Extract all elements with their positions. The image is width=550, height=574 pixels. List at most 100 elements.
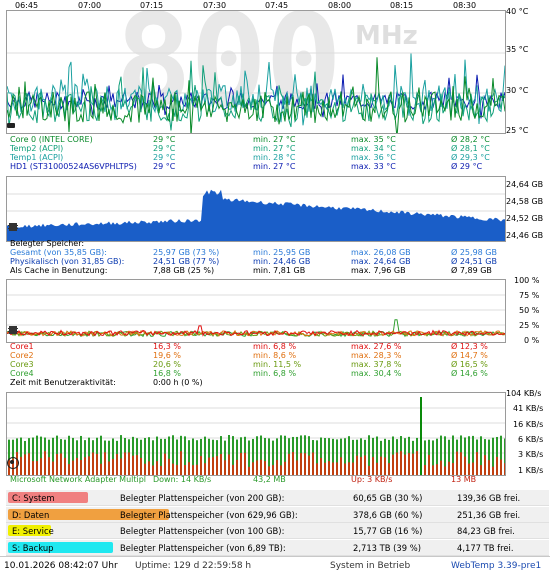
temp-tick: 40 °C — [506, 7, 529, 16]
net-up-bar — [216, 456, 218, 475]
net-up-bar — [120, 458, 122, 475]
net-down-bar — [204, 436, 206, 475]
net-tick: 16 KB/s — [513, 420, 544, 429]
net-up-bar — [456, 451, 458, 475]
net-down-bar — [344, 438, 346, 475]
cpu-core-series — [7, 325, 505, 337]
sensor-max: max. 36 °C — [351, 153, 396, 162]
sensor-cur: 29 °C — [153, 153, 176, 162]
net-down-bar — [308, 436, 310, 475]
sensor-cur: 29 °C — [153, 135, 176, 144]
net-up-bar — [344, 463, 346, 475]
net-down-bar — [20, 437, 22, 475]
net-up-bar — [284, 461, 286, 475]
memory-area-fill — [7, 189, 505, 241]
net-up-bar — [464, 456, 466, 475]
net-down-bar — [352, 439, 354, 475]
net-up-bar — [28, 453, 30, 475]
net-up-bar — [304, 453, 306, 475]
core-cur: 16,3 % — [153, 342, 181, 351]
time-label: 07:00 — [78, 1, 102, 10]
net-down-bar — [120, 435, 122, 475]
net-down-bar — [140, 439, 142, 475]
net-up-bar — [148, 461, 150, 475]
net-down-bar — [248, 440, 250, 475]
net-up-bar — [200, 456, 202, 475]
net-up-bar — [268, 466, 270, 475]
disk-row[interactable]: S: Backup Belegter Plattenspeicher (von 6… — [6, 539, 549, 556]
net-up-bar — [440, 460, 442, 475]
time-label: 07:30 — [203, 1, 227, 10]
net-up-bar — [392, 454, 394, 475]
net-up-bar — [296, 460, 298, 475]
net-down-bar — [256, 436, 258, 475]
net-down-bar — [388, 439, 390, 475]
time-label: 08:00 — [328, 1, 352, 10]
net-spike-bar — [420, 397, 422, 475]
memory-avg: Ø 24,51 GB — [451, 257, 497, 266]
memory-min: min. 7,81 GB — [253, 266, 306, 275]
core-avg: Ø 14,7 % — [451, 351, 488, 360]
net-up-bar — [380, 456, 382, 475]
disk-free: 139,36 GB frei. — [457, 493, 521, 503]
memory-tick: 24,64 GB — [506, 180, 544, 189]
net-up-bar — [96, 453, 98, 475]
disk-usage-bar — [8, 508, 169, 520]
memory-row: Als Cache in Benutzung: 7,88 GB (25 %) min… — [0, 266, 550, 275]
net-down-bar — [272, 440, 274, 475]
disk-label: E: Service — [12, 526, 54, 536]
net-down-bar — [88, 437, 90, 475]
net-up-bar — [236, 459, 238, 475]
net-tick: 1 KB/s — [518, 466, 544, 475]
disk-used: 15,77 GB (16 %) — [353, 526, 423, 536]
core-cur: 20,6 % — [153, 360, 181, 369]
net-up-bar — [360, 456, 362, 475]
net-down-bar — [372, 437, 374, 475]
net-down-bar — [340, 438, 342, 475]
cpu-load-graph — [6, 279, 506, 343]
sensor-min: min. 27 °C — [253, 135, 296, 144]
disk-free: 84,23 GB frei. — [457, 526, 515, 536]
core-row: Core2 19,6 % min. 8,6 % max. 28,3 % Ø 14,7 % — [0, 351, 550, 360]
net-down-bar — [268, 438, 270, 475]
net-up-bar — [68, 464, 70, 475]
net-down-bar — [444, 436, 446, 475]
memory-min: min. 25,95 GB — [253, 248, 311, 257]
disk-row[interactable]: D: Daten Belegter Plattenspeicher (von 62… — [6, 506, 549, 523]
disk-usage-bar — [8, 525, 51, 536]
net-down-bar — [276, 438, 278, 475]
net-up-bar — [164, 453, 166, 475]
net-up-bar — [436, 464, 438, 475]
net-down-bar — [500, 435, 502, 475]
net-up-bar — [192, 465, 194, 475]
cpu-tick: 25 % — [519, 321, 540, 330]
disk-row[interactable]: E: Service Belegter Plattenspeicher (von … — [6, 523, 549, 539]
net-up-bar — [372, 457, 374, 475]
network-up-rate: Up: 3 KB/s — [351, 475, 393, 484]
core-cur: 19,6 % — [153, 351, 181, 360]
net-up-bar — [184, 465, 186, 475]
net-down-bar — [80, 435, 82, 475]
net-up-bar — [460, 452, 462, 475]
net-down-bar — [236, 439, 238, 475]
net-down-bar — [280, 435, 282, 475]
net-down-bar — [464, 437, 466, 475]
sensor-row: Core 0 (INTEL CORE) 29 °C min. 27 °C max. 3… — [0, 135, 550, 144]
net-down-bar — [224, 440, 226, 475]
disk-desc: Belegter Plattenspeicher (von 629,96 GB)… — [120, 509, 298, 520]
net-up-bar — [484, 455, 486, 475]
core-min: min. 8,6 % — [253, 351, 297, 360]
sensor-min: min. 27 °C — [253, 162, 296, 171]
net-tick: 6 KB/s — [518, 435, 544, 444]
net-up-bar — [428, 454, 430, 475]
net-up-bar — [276, 460, 278, 475]
net-up-bar — [416, 451, 418, 475]
temperature-graph: 800 MHz — [6, 10, 506, 134]
net-up-bar — [172, 463, 174, 475]
net-up-bar — [388, 463, 390, 475]
net-up-bar — [292, 452, 294, 475]
disk-row[interactable]: C: System Belegter Plattenspeicher (von 2… — [6, 490, 549, 506]
disk-desc: Belegter Plattenspeicher (von 200 GB): — [120, 493, 285, 503]
net-down-bar — [232, 436, 234, 475]
memory-tick: 24,46 GB — [506, 231, 544, 240]
